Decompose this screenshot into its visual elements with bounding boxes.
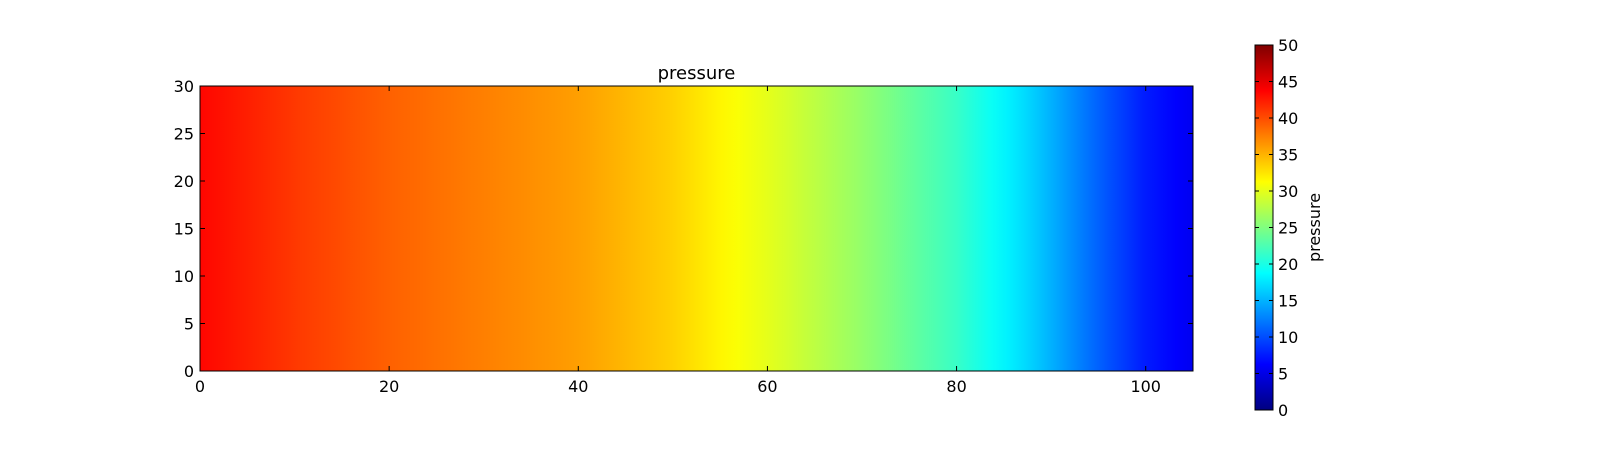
x-axis: 0 20 40 60 80 100: [195, 86, 1161, 396]
colorbar-gradient: [1255, 45, 1273, 410]
colorbar-tick-label: 30: [1278, 182, 1298, 201]
colorbar: 0 5 10 15 20 25 30 35 40 45 50 pressure: [1254, 36, 1324, 420]
x-tick-label: 100: [1130, 377, 1161, 396]
colorbar-tick-label: 10: [1278, 328, 1298, 347]
colorbar-label: pressure: [1305, 193, 1324, 262]
colorbar-tick-label: 35: [1278, 146, 1298, 165]
y-tick-label: 0: [184, 362, 194, 381]
y-axis: 0 5 10 15 20 25 30: [174, 77, 1193, 381]
y-tick-label: 20: [174, 172, 194, 191]
y-tick-label: 15: [174, 220, 194, 239]
y-tick-label: 5: [184, 315, 194, 334]
y-tick-label: 30: [174, 77, 194, 96]
pressure-field: [200, 86, 1193, 371]
x-tick-label: 60: [757, 377, 777, 396]
colorbar-tick-label: 25: [1278, 219, 1298, 238]
colorbar-tick-label: 0: [1278, 401, 1288, 420]
colorbar-tick-label: 15: [1278, 292, 1298, 311]
x-tick-label: 0: [195, 377, 205, 396]
y-tick-label: 10: [174, 267, 194, 286]
colorbar-ticks: 0 5 10 15 20 25 30 35 40 45 50: [1255, 36, 1298, 420]
x-tick-label: 80: [946, 377, 966, 396]
colorbar-tick-label: 45: [1278, 73, 1298, 92]
chart-title: pressure: [658, 63, 736, 84]
colorbar-tick-label: 40: [1278, 109, 1298, 128]
colorbar-tick-label: 5: [1278, 365, 1288, 384]
plot-area: [199, 85, 1194, 372]
x-tick-label: 40: [568, 377, 588, 396]
colorbar-tick-label: 50: [1278, 36, 1298, 55]
colorbar-tick-label: 20: [1278, 255, 1298, 274]
y-tick-label: 25: [174, 125, 194, 144]
x-tick-label: 20: [379, 377, 399, 396]
